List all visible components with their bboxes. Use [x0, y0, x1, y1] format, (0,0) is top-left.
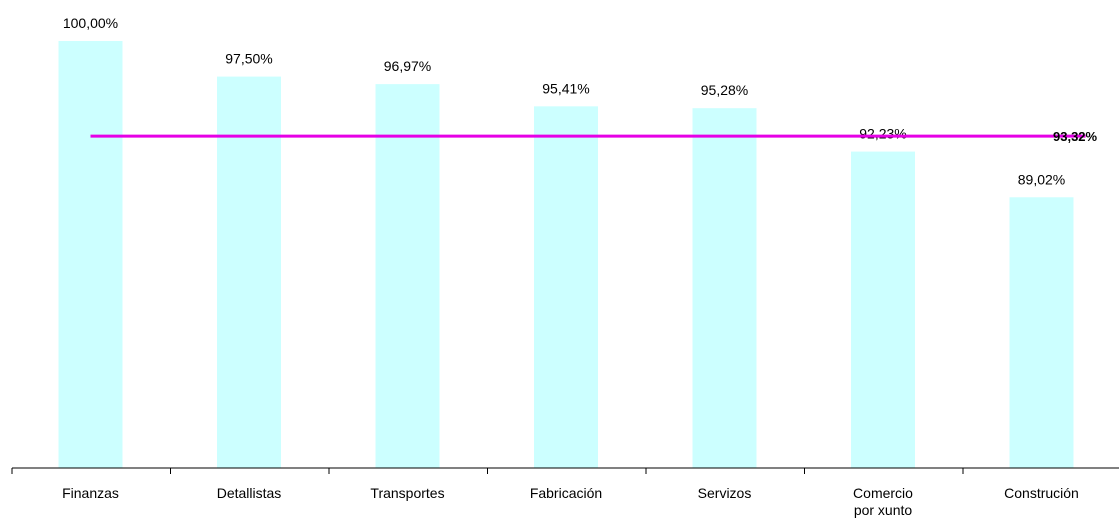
bar-2: [375, 84, 440, 468]
x-axis: Finanzas Detallistas Transportes Fabricació…: [11, 467, 1119, 518]
data-label-0: 100,00%: [63, 15, 118, 31]
x-tick-label-5-line-1: por xunto: [854, 502, 913, 518]
bar-0: [58, 41, 123, 468]
reference-line-label: 93,32%: [1053, 129, 1098, 144]
data-label-3: 95,41%: [542, 80, 589, 96]
x-tick-label-5-line-0: Comercio: [853, 485, 913, 501]
data-label-5: 92,23%: [859, 126, 906, 142]
data-labels-group: 100,00% 97,50% 96,97% 95,41% 95,28% 92,23% 89,…: [63, 15, 1065, 187]
bar-5: [851, 151, 915, 468]
data-label-2: 96,97%: [384, 58, 431, 74]
x-tick-label-3: Fabricación: [530, 485, 602, 501]
bar-3: [534, 106, 598, 469]
bars-group: [58, 41, 1074, 469]
bar-4: [692, 108, 757, 468]
bar-1: [217, 76, 281, 468]
data-label-6: 89,02%: [1018, 171, 1065, 187]
data-label-4: 95,28%: [701, 82, 748, 98]
x-tick-label-1: Detallistas: [217, 485, 282, 501]
x-tick-label-6: Construción: [1004, 485, 1079, 501]
x-tick-label-0: Finanzas: [62, 485, 119, 501]
bar-6: [1009, 197, 1074, 469]
data-label-1: 97,50%: [225, 51, 272, 67]
x-tick-label-2: Transportes: [370, 485, 444, 501]
x-tick-label-4: Servizos: [698, 485, 752, 501]
reference-line-group: 93,32%: [90, 129, 1098, 144]
